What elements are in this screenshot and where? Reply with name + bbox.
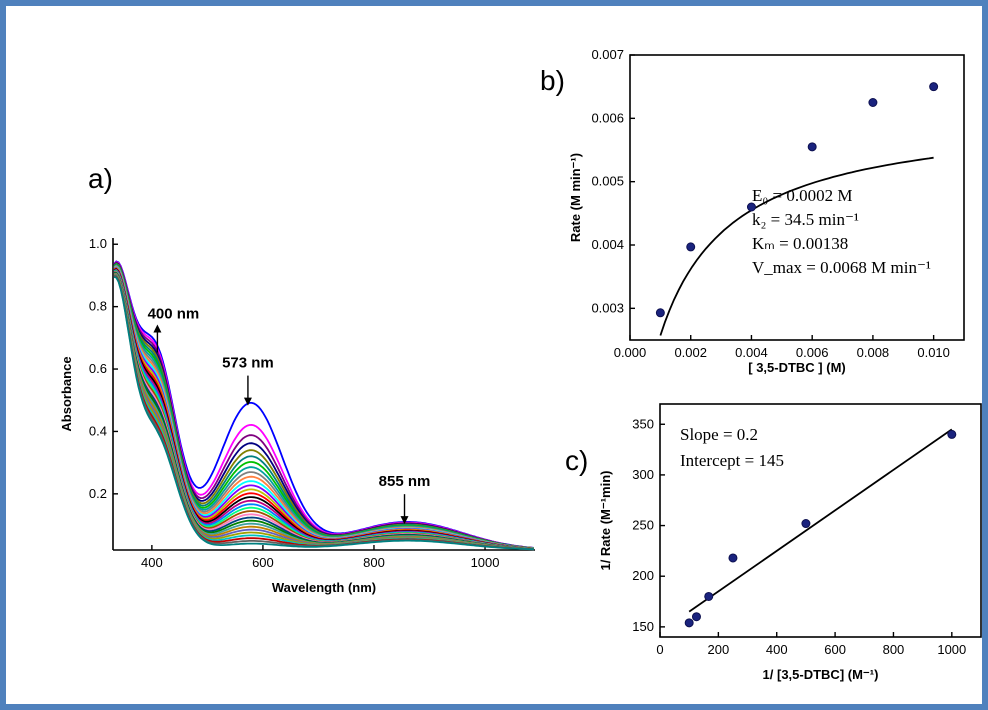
kinetics-parameters: E₀ = 0.0002 M k₂ = 34.5 min⁻¹ Kₘ = 0.001… [752,186,931,277]
fit-line [688,428,953,613]
x-tick-label: 400 [141,555,163,570]
peak-label: 855 nm [379,473,431,490]
panel-label-c: c) [565,445,588,476]
y-tick-label: 250 [632,518,654,533]
y-axis-label: Rate (M min⁻¹) [568,153,583,242]
data-point [686,242,696,252]
y-axis-label: Absorbance [59,356,74,431]
y-tick-label: 0.003 [591,300,624,315]
y-tick-label: 0.007 [591,47,624,62]
data-point [929,82,939,92]
data-point [947,429,957,439]
data-point [807,142,817,152]
peak-arrowhead [400,516,409,525]
y-tick-label: 0.4 [89,423,107,438]
x-tick-label: 600 [824,642,846,657]
data-point [746,202,756,212]
y-axis-label: 1/ Rate (M⁻¹min) [598,470,613,570]
absorbance-spectra-chart: 400 600 800 1000 0.2 0.4 0.6 0.8 1.0 Wavelength (… [59,236,535,595]
param-k2: k₂ = 34.5 min⁻¹ [752,210,859,229]
y-tick-label: 300 [632,467,654,482]
data-point [868,98,878,107]
peak-arrowhead [243,397,252,406]
x-axis-label: [ 3,5-DTBC ] (M) [748,360,846,375]
y-tick-label: 200 [632,568,654,583]
x-axis-label: 1/ [3,5-DTBC] (M⁻¹) [763,667,879,682]
x-tick-label: 0.002 [674,345,707,360]
x-tick-label: 0.006 [796,345,829,360]
peak-label: 400 nm [148,306,200,323]
data-point [704,591,714,601]
panel-label-b: b) [540,65,565,96]
y-tick-label: 0.8 [89,299,107,314]
x-tick-label: 400 [766,642,788,657]
rate-vs-substrate-chart: 0.000 0.002 0.004 0.006 0.008 0.010 0.003 0.004… [568,47,965,375]
lineweaver-burk-chart: 0 200 400 600 800 1000 150 200 250 300 350 1/ [3,5-… [598,403,982,682]
x-tick-label: 1000 [471,555,500,570]
param-intercept: Intercept = 145 [680,451,784,470]
panel-label-a: a) [88,163,113,194]
x-tick-label: 1000 [937,642,966,657]
param-km: Kₘ = 0.00138 [752,234,848,253]
x-tick-label: 0.004 [735,345,768,360]
spectrum-curve [113,276,534,551]
y-tick-label: 0.005 [591,174,624,189]
x-tick-label: 0 [656,642,663,657]
plot-frame [659,403,982,638]
x-tick-label: 600 [252,555,274,570]
y-tick-label: 0.2 [89,486,107,501]
fit-curve [659,156,934,336]
data-point [655,308,665,318]
x-tick-label: 0.000 [614,345,647,360]
y-tick-label: 0.004 [591,237,624,252]
data-point [728,553,738,563]
y-tick-label: 0.006 [591,110,624,125]
y-tick-label: 0.6 [89,361,107,376]
param-slope: Slope = 0.2 [680,425,758,444]
x-tick-label: 0.010 [917,345,950,360]
y-tick-label: 150 [632,619,654,634]
param-e0: E₀ = 0.0002 M [752,186,853,205]
x-tick-label: 800 [883,642,905,657]
x-tick-label: 200 [708,642,730,657]
y-tick-label: 350 [632,416,654,431]
plot-frame [629,54,965,341]
x-axis-label: Wavelength (nm) [272,580,376,595]
peak-label: 573 nm [222,355,274,372]
data-point [691,612,701,622]
x-tick-label: 0.008 [857,345,890,360]
regression-parameters: Slope = 0.2 Intercept = 145 [680,425,784,470]
data-point [801,519,811,529]
y-tick-label: 1.0 [89,236,107,251]
x-tick-label: 800 [363,555,385,570]
param-vmax: V_max = 0.0068 M min⁻¹ [752,258,931,277]
data-point [684,618,694,628]
peak-arrowhead [153,324,162,333]
spectrum-curve [113,260,534,549]
